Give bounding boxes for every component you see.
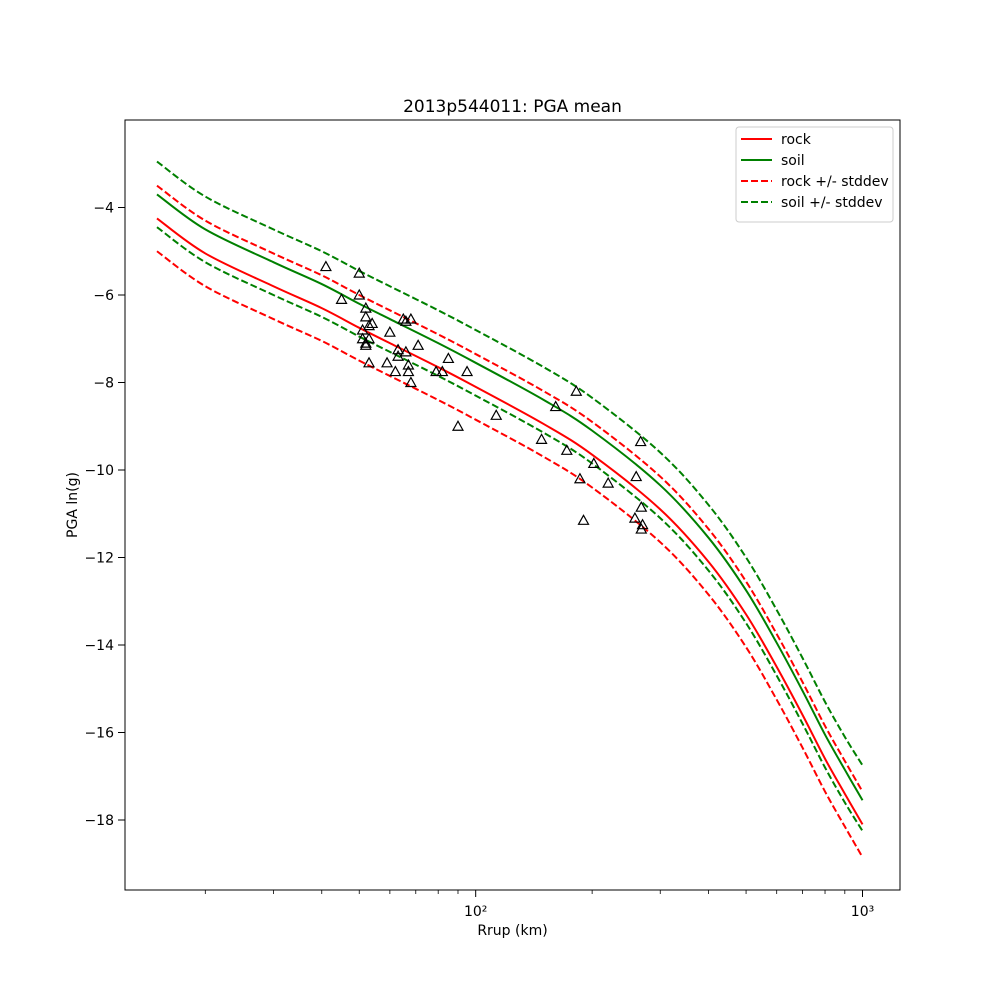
observation-point [319,260,332,272]
observation-point [359,301,372,313]
y-tick-label: −8 [93,376,114,392]
y-tick-label: −6 [93,288,114,304]
observation-point [451,420,465,431]
y-tick-label: −4 [93,201,114,217]
plot-frame [124,119,901,891]
y-tick-label: −14 [84,638,114,654]
observation-point [636,518,649,530]
x-axis-label: Rrup (km) [477,923,547,939]
observation-point [363,332,376,344]
observation-point [577,514,590,525]
observation-point [634,435,647,447]
observation-point [399,315,412,326]
legend-label: rock +/- stddev [781,174,889,190]
x-tick-label: 10³ [851,904,874,920]
observation-point [635,500,648,512]
legend-label: rock [781,132,812,148]
chart-title: 2013p544011: PGA mean [403,97,622,117]
observation-point [402,358,415,370]
observation-point [461,365,474,377]
legend-label: soil +/- stddev [781,195,883,211]
observation-point [442,352,455,364]
observation-points [319,260,649,534]
series-line-2 [156,184,864,793]
observation-point [363,319,376,331]
series-line-1 [156,193,864,801]
observation-point [404,376,417,388]
observation-point [356,332,369,344]
series-layer [156,160,864,858]
y-tick-label: −18 [84,813,114,829]
y-axis: −4 −6 −8 −10 −12 −14 −16 −18 [84,201,125,829]
observation-point [436,365,449,377]
y-axis-label: PGA ln(g) [65,472,81,538]
observation-point [366,317,379,329]
observation-point [570,385,583,396]
legend-box [735,126,894,223]
observation-point [602,476,615,488]
observation-point [560,444,573,455]
observation-point [628,511,641,523]
observation-point [397,312,410,324]
observation-point [402,365,415,377]
observation-point [389,365,402,377]
observation-point [630,470,643,482]
observation-point [573,472,586,484]
observation-point [383,325,396,337]
observation-point [335,293,348,304]
observation-point [363,356,376,368]
y-tick-label: −12 [84,551,114,567]
series-line-0 [156,217,864,825]
observation-point [549,400,562,412]
x-axis: 10² 10³ [204,890,874,920]
y-tick-label: −16 [84,726,114,742]
legend-label: soil [781,153,805,169]
observation-point [381,356,394,368]
observation-point [430,365,443,377]
observation-point [412,339,425,350]
observation-point [587,457,600,469]
observation-point [359,310,372,322]
observation-point [399,345,412,357]
observation-point [359,339,372,350]
observation-point [490,409,503,420]
observation-point [353,288,366,300]
observation-point [392,343,405,355]
series-line-5 [156,226,864,832]
series-line-4 [156,160,864,766]
legend: rock soil rock +/- stddev soil +/- stddev [735,126,894,223]
observation-point [535,433,548,444]
y-tick-label: −10 [84,463,114,479]
observation-point [353,266,366,278]
observation-point [404,312,417,324]
x-tick-label: 10² [464,904,487,920]
series-line-3 [156,250,864,858]
